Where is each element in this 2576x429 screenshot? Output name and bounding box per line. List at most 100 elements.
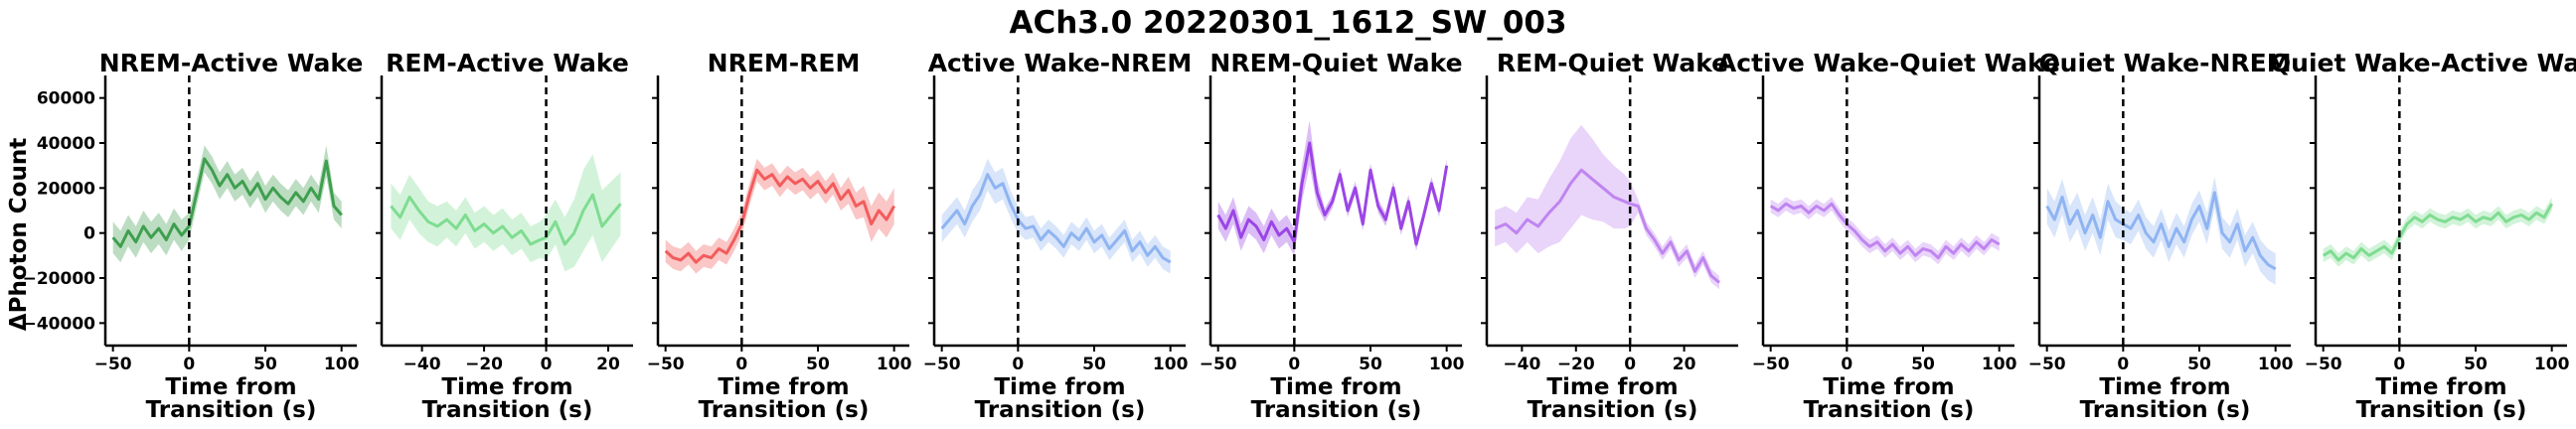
x-axis-label-line1: Time from	[994, 374, 1125, 400]
x-axis-label-line2: Transition (s)	[2356, 397, 2527, 423]
x-tick-label: 50	[2464, 355, 2488, 374]
x-tick-label: 0	[1624, 355, 1636, 374]
x-tick-label: −20	[465, 355, 503, 374]
mean-trace	[1769, 202, 2001, 260]
y-tick-label: −40000	[23, 314, 96, 334]
sem-band	[665, 158, 894, 274]
x-tick-label: 50	[1082, 355, 1106, 374]
x-tick-label: 0	[183, 355, 195, 374]
x-tick-label: −50	[94, 355, 132, 374]
subplot-title: Active Wake-Quiet Wake	[1717, 49, 2060, 77]
subplot-title: NREM-REM	[708, 49, 861, 77]
x-tick-label: 100	[2258, 355, 2294, 374]
subplot-grid: NREM-Active Wake−50 0 50 100−40000−20000020…	[23, 49, 2576, 423]
sem-band	[391, 154, 621, 272]
x-tick-label: −40	[403, 355, 441, 374]
x-tick-label: −20	[1557, 355, 1595, 374]
x-tick-label: −50	[923, 355, 961, 374]
x-tick-label: 100	[1429, 355, 1465, 374]
y-tick-label: 20000	[37, 179, 95, 199]
x-tick-label: 50	[806, 355, 830, 374]
x-tick-label: −50	[2305, 355, 2342, 374]
mean-trace	[1216, 141, 1449, 246]
x-axis-label-line2: Transition (s)	[1804, 397, 1975, 423]
subplot-title: REM-Active Wake	[386, 49, 629, 77]
x-tick-label: 100	[2534, 355, 2570, 374]
mean-trace	[940, 173, 1172, 264]
subplot-7: Active Wake-Quiet Wake −50 0 50 100 Time from…	[1717, 49, 2060, 423]
x-tick-label: 100	[1153, 355, 1189, 374]
x-tick-label: 0	[2393, 355, 2405, 374]
x-axis-label-line1: Time from	[441, 374, 572, 400]
x-axis-label-line2: Transition (s)	[2080, 397, 2251, 423]
subplot-title: Quiet Wake-NREM	[2038, 49, 2291, 77]
x-tick-label: 50	[1359, 355, 1382, 374]
x-tick-label: 0	[2117, 355, 2129, 374]
x-tick-label: −50	[1752, 355, 1790, 374]
x-axis-label-line2: Transition (s)	[975, 397, 1146, 423]
y-tick-label: 40000	[37, 134, 95, 154]
x-axis-label-line1: Time from	[2099, 374, 2230, 400]
sem-band	[1495, 124, 1719, 290]
mean-trace	[2322, 203, 2554, 262]
x-axis-label-line1: Time from	[165, 374, 296, 400]
x-tick-label: 50	[253, 355, 277, 374]
mean-trace	[664, 168, 896, 264]
subplot-9: Quiet Wake-Active Wake −50 0 50 100 Time from…	[2270, 49, 2576, 423]
x-tick-label: 0	[1841, 355, 1852, 374]
y-tick-label: −20000	[23, 269, 96, 289]
sem-band	[2046, 177, 2276, 285]
figure-suptitle: ACh3.0 20220301_1612_SW_003	[1009, 5, 1566, 41]
x-tick-label: −50	[2028, 355, 2066, 374]
y-axis-label: ΔPhoton Count	[6, 138, 32, 331]
x-tick-label: 100	[1982, 355, 2017, 374]
x-tick-label: 20	[1673, 355, 1696, 374]
x-axis-label-line1: Time from	[2375, 374, 2506, 400]
subplot-title: REM-Quiet Wake	[1497, 49, 1728, 77]
subplot-title: NREM-Active Wake	[99, 49, 364, 77]
subplot-2: REM-Active Wake −40 −20 0 20 Time fromTransit…	[376, 49, 633, 423]
x-tick-label: 100	[324, 355, 360, 374]
sem-band	[112, 145, 342, 263]
sem-band	[1217, 120, 1447, 256]
mean-trace	[1494, 168, 1720, 284]
subplot-title: NREM-Quiet Wake	[1209, 49, 1462, 77]
x-tick-label: 50	[1911, 355, 1935, 374]
sem-band	[1770, 197, 2000, 265]
x-tick-label: −50	[1200, 355, 1237, 374]
subplot-5: NREM-Quiet Wake −50 0 50 100 Time fromTransit…	[1200, 49, 1465, 423]
mean-trace	[2045, 191, 2277, 271]
subplot-8: Quiet Wake-NREM −50 0 50 100 Time fromTransit…	[2028, 49, 2294, 423]
x-tick-label: 100	[877, 355, 912, 374]
x-axis-label-line2: Transition (s)	[699, 397, 870, 423]
subplot-title: Active Wake-NREM	[928, 49, 1193, 77]
x-axis-label-line2: Transition (s)	[146, 397, 317, 423]
subplot-4: Active Wake-NREM −50 0 50 100 Time fromTransi…	[923, 49, 1193, 423]
x-tick-label: 0	[735, 355, 747, 374]
x-axis-label-line2: Transition (s)	[1528, 397, 1698, 423]
mean-trace	[111, 157, 343, 248]
x-tick-label: −50	[647, 355, 685, 374]
x-tick-label: 0	[1012, 355, 1024, 374]
sem-band	[941, 158, 1171, 274]
x-tick-label: 0	[1288, 355, 1300, 374]
x-tick-label: 0	[541, 355, 553, 374]
x-axis-label-line1: Time from	[1823, 374, 1954, 400]
y-tick-label: 0	[83, 224, 95, 244]
x-axis-label-line1: Time from	[718, 374, 849, 400]
subplot-title: Quiet Wake-Active Wake	[2270, 49, 2576, 77]
x-tick-label: −40	[1503, 355, 1540, 374]
x-axis-label-line1: Time from	[1546, 374, 1678, 400]
x-axis-label-line2: Transition (s)	[1251, 397, 1422, 423]
x-tick-label: 20	[596, 355, 620, 374]
x-axis-label-line2: Transition (s)	[422, 397, 593, 423]
mean-trace	[390, 193, 622, 246]
subplot-1: NREM-Active Wake −50 0 50 100 −40000 −20000 0 20…	[23, 49, 364, 423]
y-tick-label: 60000	[37, 89, 95, 109]
x-axis-label-line1: Time from	[1270, 374, 1401, 400]
x-tick-label: 50	[2187, 355, 2211, 374]
sem-band	[2323, 197, 2552, 267]
